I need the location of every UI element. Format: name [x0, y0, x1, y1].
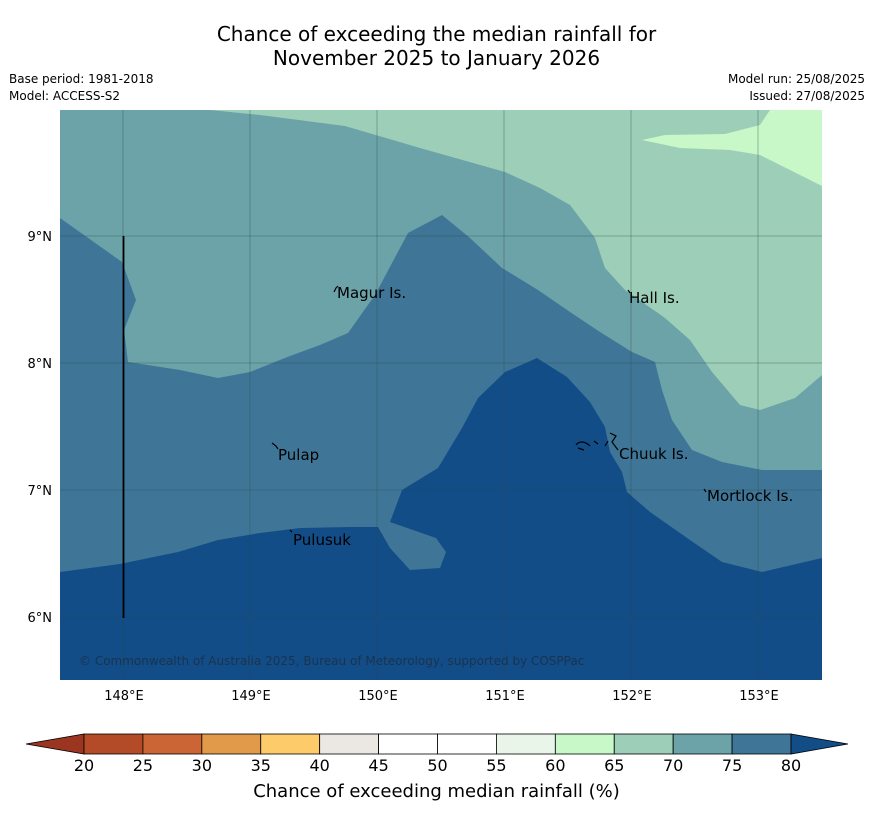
title-line-1: Chance of exceeding the median rainfall … [216, 22, 657, 46]
latitude-label: 8°N [28, 357, 53, 372]
colorbar-cell [260, 733, 321, 755]
colorbar-cells [83, 733, 792, 755]
place-label: Mortlock Is. [707, 487, 793, 505]
place-label: Hall Is. [629, 289, 680, 307]
colorbar-cell [201, 733, 262, 755]
latitude-label: 7°N [28, 484, 53, 499]
place-label: Pulap [278, 446, 319, 464]
colorbar-tick: 65 [604, 756, 625, 775]
colorbar-cell [83, 733, 144, 755]
band-65-70 [210, 110, 822, 410]
metadata-right: Model run: 25/08/2025 Issued: 27/08/2025 [728, 71, 865, 105]
place-label: Chuuk Is. [619, 445, 688, 463]
colorbar-tick: 20 [73, 756, 95, 775]
colorbar-cell [672, 733, 733, 755]
chart-title: Chance of exceeding the median rainfall … [0, 22, 873, 70]
latitude-label: 9°N [28, 230, 53, 245]
longitude-label: 151°E [485, 689, 525, 704]
colorbar-cell [378, 733, 438, 755]
colorbar-tick: 40 [309, 756, 330, 775]
colorbar-tick: 25 [132, 756, 154, 775]
colorbar-cell [319, 733, 379, 755]
colorbar [25, 733, 849, 755]
colorbar-tick: 60 [545, 756, 566, 775]
longitude-label: 149°E [231, 689, 271, 704]
colorbar-cell [613, 733, 674, 755]
colorbar-low-extend [25, 733, 85, 755]
colorbar-tick: 35 [250, 756, 271, 775]
colorbar-cell [142, 733, 203, 755]
latitude-label: 6°N [28, 611, 53, 626]
metadata-left: Base period: 1981-2018 Model: ACCESS-S2 [9, 71, 154, 105]
colorbar-cell [496, 733, 556, 755]
colorbar-tick: 45 [368, 756, 389, 775]
colorbar-high-extend [790, 733, 849, 755]
colorbar-cell [731, 733, 792, 755]
colorbar-cell [437, 733, 497, 755]
band-60-65 [642, 110, 822, 186]
longitude-label: 148°E [104, 689, 144, 704]
title-line-2: November 2025 to January 2026 [272, 46, 601, 70]
place-label: Pulusuk [293, 531, 351, 549]
colorbar-tick: 80 [780, 756, 802, 775]
base-period: Base period: 1981-2018 [9, 72, 154, 86]
colorbar-tick: 30 [191, 756, 212, 775]
model-name: Model: ACCESS-S2 [9, 89, 121, 103]
longitude-label: 150°E [358, 689, 398, 704]
colorbar-tick: 50 [427, 756, 448, 775]
copyright-note: © Commonwealth of Australia 2025, Bureau… [79, 654, 584, 668]
model-run: Model run: 25/08/2025 [727, 72, 865, 86]
colorbar-cell [554, 733, 615, 755]
colorbar-tick: 75 [721, 756, 743, 775]
place-label: Magur Is. [337, 284, 406, 302]
graticule [60, 110, 822, 680]
issued-date: Issued: 27/08/2025 [749, 89, 865, 103]
longitude-label: 152°E [612, 689, 652, 704]
colorbar-tick: 70 [662, 756, 684, 775]
colorbar-label: Chance of exceeding median rainfall (%) [253, 781, 620, 802]
colorbar-tick: 55 [486, 756, 507, 775]
island-outlines [271, 285, 707, 533]
longitude-label: 153°E [739, 689, 779, 704]
band-80-plus [60, 358, 822, 680]
